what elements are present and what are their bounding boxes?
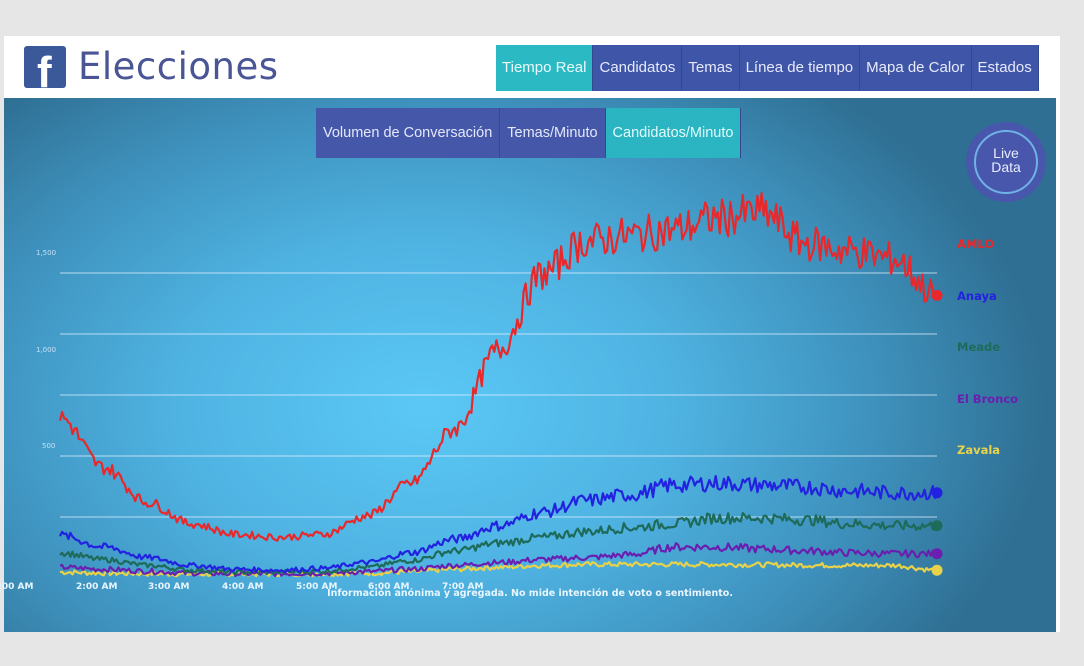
tab-candidatos-minuto[interactable]: Candidatos/Minuto	[605, 108, 742, 158]
nav-tiempo-real[interactable]: Tiempo Real	[496, 45, 594, 91]
series-endpoint-anaya[interactable]	[931, 487, 943, 499]
legend-zavala[interactable]: Zavala	[957, 443, 1001, 457]
legend-meade[interactable]: Meade	[957, 340, 1001, 354]
x-tick: 6:00 AM	[368, 582, 410, 592]
legend-amlo[interactable]: AMLO	[957, 237, 995, 251]
series-endpoint-zavala[interactable]	[931, 564, 943, 576]
chart-subnav: Volumen de Conversación Temas/Minuto Can…	[316, 108, 742, 158]
disclaimer-footnote: Información anónima y agregada. No mide …	[327, 588, 733, 599]
nav-temas[interactable]: Temas	[682, 45, 740, 91]
x-tick: 1:00 AM	[0, 582, 34, 592]
x-tick: 7:00 AM	[442, 582, 484, 592]
x-tick: 3:00 AM	[148, 582, 190, 592]
header: f Elecciones Tiempo Real Candidatos Tema…	[4, 36, 1060, 98]
facebook-logo-icon[interactable]: f	[24, 46, 66, 88]
live-ring-icon	[974, 130, 1038, 194]
legend-anaya[interactable]: Anaya	[957, 289, 997, 303]
line-chart	[58, 192, 943, 578]
live-data-badge[interactable]: Live Data	[966, 122, 1046, 202]
series-endpoint-el-bronco[interactable]	[931, 548, 943, 560]
live-label: Live	[993, 145, 1019, 161]
y-tick-1000: 1,000	[36, 346, 57, 354]
page: f Elecciones Tiempo Real Candidatos Tema…	[0, 36, 1060, 632]
nav-candidatos[interactable]: Candidatos	[593, 45, 683, 91]
series-line-anaya	[59, 475, 938, 574]
series-endpoint-amlo[interactable]	[931, 289, 943, 301]
chart-panel: Volumen de Conversación Temas/Minuto Can…	[0, 98, 1056, 632]
legend-el-bronco[interactable]: El Bronco	[957, 392, 1019, 406]
nav-linea-de-tiempo[interactable]: Línea de tiempo	[739, 45, 861, 91]
series-endpoint-meade[interactable]	[931, 520, 943, 532]
nav-mapa-de-calor[interactable]: Mapa de Calor	[860, 45, 972, 91]
nav-estados[interactable]: Estados	[971, 45, 1039, 91]
tab-temas-minuto[interactable]: Temas/Minuto	[500, 108, 606, 158]
data-label: Data	[991, 159, 1021, 175]
app-title: Elecciones	[78, 45, 279, 88]
x-tick: 2:00 AM	[76, 582, 118, 592]
y-tick-1500: 1,500	[36, 249, 57, 257]
x-tick: 4:00 AM	[222, 582, 264, 592]
series-line-amlo	[58, 192, 938, 542]
y-tick-500: 500	[42, 442, 56, 450]
x-tick: 5:00 AM	[296, 582, 338, 592]
tab-volumen-conversacion[interactable]: Volumen de Conversación	[316, 108, 501, 158]
series-line-meade	[59, 512, 938, 576]
facebook-f-glyph: f	[37, 48, 52, 88]
main-nav: Tiempo Real Candidatos Temas Línea de ti…	[496, 45, 1039, 91]
